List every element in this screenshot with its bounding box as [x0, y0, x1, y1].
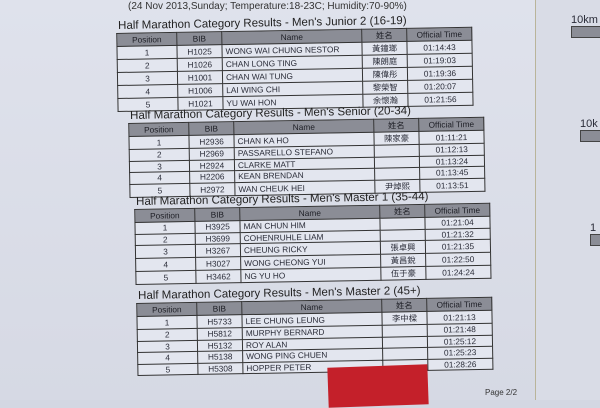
column-header: Position — [128, 122, 189, 137]
page-number: Page 2/2 — [485, 388, 518, 397]
column-header: BIB — [196, 301, 242, 316]
cell: H5308 — [197, 362, 243, 375]
cell — [379, 217, 426, 230]
column-header: 姓名 — [361, 28, 407, 43]
cell: 01:19:03 — [407, 53, 473, 68]
results-table: Position BIB Name 姓名 Official Time 1 H2936 CHAN… — [128, 117, 485, 198]
cell: H3267 — [195, 243, 241, 258]
cell: 1 — [136, 315, 198, 330]
results-table: Position BIB Name 姓名 Official Time 1 H3925 MAN … — [134, 203, 491, 285]
cell — [382, 347, 428, 360]
cell — [374, 144, 420, 157]
right-table-title-2: 10k — [580, 118, 600, 142]
column-header: BIB — [188, 121, 234, 136]
cell: NG YU HO — [240, 267, 382, 283]
cell — [380, 228, 426, 242]
category-section: Half Marathon Category Results - Men's J… — [116, 14, 474, 112]
cell: H2206 — [189, 170, 235, 183]
right-table-title-1: 10km — [571, 14, 600, 38]
cell: 黃鐘瑯 — [361, 41, 408, 56]
cell: 3 — [117, 71, 178, 86]
cell: 01:21:13 — [426, 310, 493, 325]
results-table: Position BIB Name 姓名 Official Time 1 H5733 LEE … — [136, 297, 493, 376]
column-header: BIB — [176, 31, 222, 46]
cell: H3925 — [194, 220, 241, 233]
cell: 01:21:35 — [425, 239, 491, 254]
cell: H2969 — [189, 147, 235, 160]
cell: 5 — [137, 362, 198, 376]
column-header: Official Time — [426, 297, 492, 312]
cell — [382, 335, 428, 349]
cell: 陳家豪 — [373, 131, 420, 146]
cell: 張卓興 — [380, 240, 426, 255]
cell: H3699 — [195, 232, 241, 245]
cell — [374, 155, 420, 169]
cell: 01:20:07 — [407, 79, 473, 94]
cell: 01:22:50 — [425, 252, 491, 267]
next-page — [535, 0, 600, 400]
cell: H2924 — [189, 159, 235, 172]
cell — [374, 167, 420, 180]
cell: 4 — [117, 84, 178, 99]
cell: 李中樑 — [381, 311, 428, 326]
cell: H1025 — [176, 44, 223, 59]
cell: 01:19:36 — [407, 66, 473, 81]
cell: 5 — [135, 270, 197, 285]
column-header: 姓名 — [381, 298, 427, 313]
cell — [382, 324, 428, 337]
right-table-title-3: 1 — [590, 222, 600, 246]
column-header: Official Time — [424, 203, 490, 218]
cell: H3027 — [195, 256, 241, 271]
cell: 黃昌銳 — [380, 253, 426, 268]
cell: 1 — [128, 135, 190, 150]
cell: H5132 — [197, 339, 243, 352]
red-sticker — [327, 364, 429, 408]
cell: 3 — [135, 244, 196, 259]
column-header: Position — [136, 302, 197, 317]
cell: H5733 — [196, 314, 243, 329]
cell: H1001 — [177, 70, 223, 85]
cell: 4 — [135, 257, 196, 272]
column-header: Official Time — [418, 117, 484, 132]
cell: 01:11:21 — [418, 130, 485, 145]
cell: 01:14:43 — [406, 40, 473, 55]
column-header: 姓名 — [379, 204, 425, 219]
column-header: Position — [134, 208, 195, 223]
column-header: Position — [116, 32, 177, 47]
cell: 1 — [116, 45, 178, 60]
cell: H5138 — [197, 350, 243, 363]
cell: H3462 — [195, 269, 242, 284]
cell: 伍于豪 — [380, 266, 427, 281]
cell: 01:24:24 — [425, 265, 491, 280]
category-section: Half Marathon Category Results - Men's M… — [136, 284, 493, 376]
results-table: Position BIB Name 姓名 Official Time 1 H1025 WONG… — [116, 27, 474, 112]
cell: H1006 — [177, 83, 223, 98]
cell: 01:28:26 — [427, 357, 493, 371]
cell: 黎榮智 — [362, 80, 408, 95]
cell: 陳偉彤 — [362, 67, 408, 82]
race-conditions: (24 Nov 2013,Sunday; Temperature:18-23C;… — [128, 1, 407, 12]
category-section: Half Marathon Category Results - Men's S… — [128, 104, 485, 198]
cell: 2 — [117, 58, 178, 73]
column-header: Official Time — [406, 27, 472, 42]
cell: H1026 — [177, 57, 223, 72]
cell: H2936 — [188, 134, 235, 149]
column-header: 姓名 — [373, 118, 419, 133]
category-section: Half Marathon Category Results - Men's M… — [134, 190, 491, 285]
column-header: BIB — [194, 207, 240, 222]
cell: 陳朗庭 — [362, 54, 408, 69]
cell: H5812 — [197, 327, 243, 340]
